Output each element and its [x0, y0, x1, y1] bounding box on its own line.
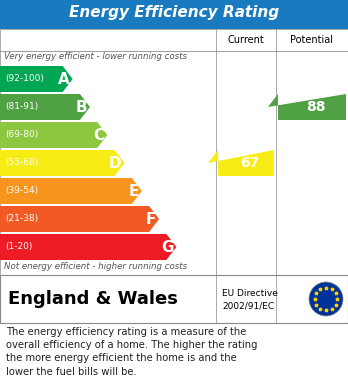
Bar	[0, 51, 348, 275]
Text: G: G	[161, 240, 173, 255]
Polygon shape	[0, 150, 125, 176]
Text: England & Wales: England & Wales	[8, 290, 178, 308]
Polygon shape	[0, 94, 90, 120]
Text: (55-68): (55-68)	[5, 158, 38, 167]
Text: EU Directive: EU Directive	[222, 289, 278, 298]
Text: (92-100): (92-100)	[5, 75, 44, 84]
Polygon shape	[0, 234, 176, 260]
Text: E: E	[128, 183, 139, 199]
Text: (21-38): (21-38)	[5, 215, 38, 224]
Text: 2002/91/EC: 2002/91/EC	[222, 302, 274, 311]
Text: F: F	[146, 212, 156, 226]
Text: B: B	[75, 99, 87, 115]
Text: (1-20): (1-20)	[5, 242, 32, 251]
Polygon shape	[0, 122, 107, 148]
Text: 88: 88	[306, 100, 326, 114]
Text: Very energy efficient - lower running costs: Very energy efficient - lower running co…	[4, 52, 187, 61]
Polygon shape	[0, 66, 73, 92]
Polygon shape	[0, 178, 142, 204]
Text: Potential: Potential	[291, 35, 333, 45]
Text: D: D	[109, 156, 121, 170]
Text: C: C	[93, 127, 104, 142]
Text: The energy efficiency rating is a measure of the
overall efficiency of a home. T: The energy efficiency rating is a measur…	[6, 327, 258, 377]
Text: Current: Current	[228, 35, 264, 45]
Text: (81-91): (81-91)	[5, 102, 38, 111]
Bar	[0, 0, 348, 29]
Text: (39-54): (39-54)	[5, 187, 38, 196]
Text: A: A	[58, 72, 70, 86]
Polygon shape	[208, 150, 274, 176]
Bar	[0, 29, 348, 51]
Text: Not energy efficient - higher running costs: Not energy efficient - higher running co…	[4, 262, 187, 271]
Polygon shape	[0, 206, 159, 232]
Text: (69-80): (69-80)	[5, 131, 38, 140]
Text: 67: 67	[240, 156, 260, 170]
Text: Energy Efficiency Rating: Energy Efficiency Rating	[69, 5, 279, 20]
Circle shape	[309, 282, 343, 316]
Bar	[0, 275, 348, 323]
Polygon shape	[268, 94, 346, 120]
